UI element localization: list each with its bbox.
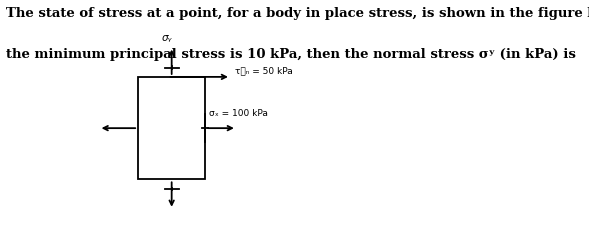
- Text: τᵯₙ = 50 kPa: τᵯₙ = 50 kPa: [235, 67, 293, 76]
- Text: σᵧ: σᵧ: [161, 33, 172, 43]
- Text: the minimum principal stress is 10 kPa, then the normal stress σʸ (in kPa) is: the minimum principal stress is 10 kPa, …: [6, 48, 576, 61]
- Text: The state of stress at a point, for a body in place stress, is shown in the figu: The state of stress at a point, for a bo…: [6, 7, 589, 20]
- Text: σₓ = 100 kPa: σₓ = 100 kPa: [209, 109, 268, 118]
- Bar: [138, 77, 205, 179]
